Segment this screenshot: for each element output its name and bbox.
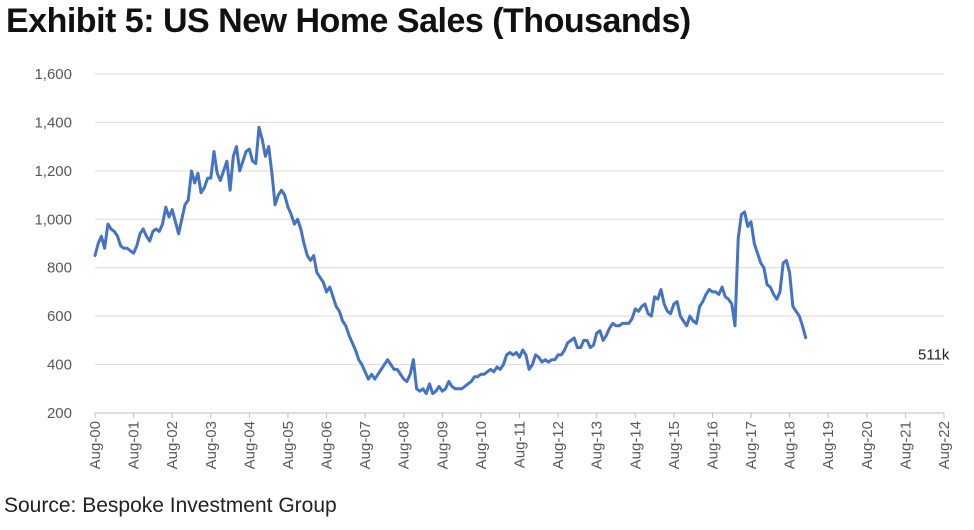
x-tick-label: Aug-02 — [164, 421, 181, 469]
y-tick-label: 1,000 — [34, 211, 72, 228]
x-tick-label: Aug-16 — [704, 421, 721, 469]
x-tick-label: Aug-04 — [241, 421, 258, 469]
x-tick-label: Aug-00 — [87, 421, 104, 469]
x-tick-label: Aug-15 — [666, 421, 683, 469]
x-axis — [94, 412, 945, 418]
last-value-annotation: 511k — [918, 347, 950, 364]
chart-title: Exhibit 5: US New Home Sales (Thousands) — [6, 2, 691, 40]
gridlines — [95, 73, 944, 366]
x-tick-label: Aug-17 — [743, 421, 760, 469]
y-tick-label: 1,200 — [34, 163, 72, 180]
x-tick-label: Aug-11 — [512, 421, 529, 468]
y-tick-label: 1,600 — [34, 66, 72, 83]
y-axis-tick-labels: 200 400 600 800 1,000 1,200 1,400 1,600 — [34, 66, 72, 422]
y-tick-label: 1,400 — [34, 114, 72, 131]
y-tick-label: 800 — [47, 260, 72, 277]
x-tick-label: Aug-08 — [396, 421, 413, 469]
x-tick-label: Aug-13 — [589, 421, 606, 469]
y-tick-label: 600 — [47, 308, 72, 325]
x-tick-label: Aug-01 — [126, 421, 143, 469]
x-tick-label: Aug-21 — [897, 421, 914, 469]
y-tick-label: 400 — [47, 357, 72, 374]
source-note: Source: Bespoke Investment Group — [4, 494, 337, 517]
x-tick-label: Aug-12 — [550, 421, 567, 469]
x-tick-label: Aug-03 — [203, 421, 220, 469]
x-tick-label: Aug-19 — [820, 421, 837, 469]
x-tick-label: Aug-18 — [782, 421, 799, 469]
x-axis-tick-labels: Aug-00 Aug-01 Aug-02 Aug-03 Aug-04 Aug-05 Aug-… — [87, 421, 953, 469]
x-tick-label: Aug-09 — [434, 421, 451, 469]
series-line-new-home-sales — [93, 125, 808, 396]
y-tick-label: 200 — [47, 405, 72, 422]
x-tick-label: Aug-07 — [357, 421, 374, 469]
x-tick-label: Aug-06 — [319, 421, 336, 469]
x-tick-label: Aug-10 — [473, 421, 490, 469]
x-tick-label: Aug-22 — [936, 421, 953, 469]
x-tick-label: Aug-20 — [859, 421, 876, 469]
x-tick-label: Aug-05 — [280, 421, 297, 469]
series-layer — [93, 125, 808, 396]
x-tick-label: Aug-14 — [627, 421, 644, 469]
